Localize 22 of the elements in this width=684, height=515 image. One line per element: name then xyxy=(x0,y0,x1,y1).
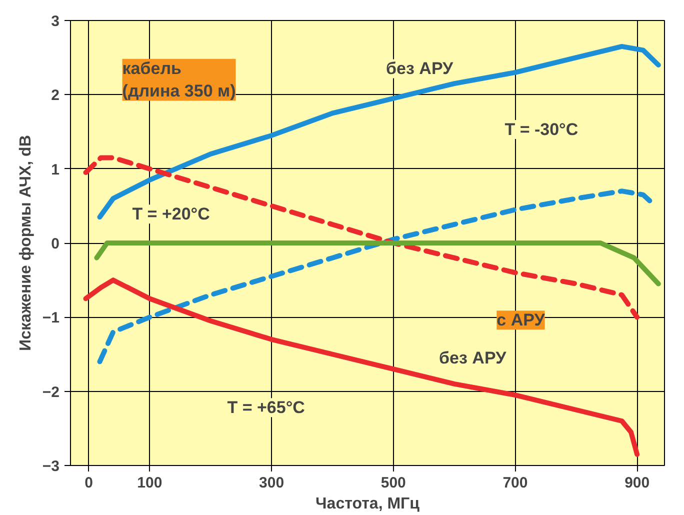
y-tick-label: −1 xyxy=(42,310,60,327)
y-tick-label: −2 xyxy=(42,384,60,401)
y-tick-label: 2 xyxy=(51,87,60,104)
annotation: с АРУ xyxy=(496,310,546,330)
x-axis-title: Частота, МГц xyxy=(316,496,420,512)
x-tick-label: 300 xyxy=(259,474,284,492)
y-tick-label: 0 xyxy=(51,236,60,252)
y-tick-label: 3 xyxy=(51,13,60,30)
y-tick-label: −3 xyxy=(42,458,60,475)
annotation: T = +65°C xyxy=(227,398,305,418)
x-tick-label: 500 xyxy=(380,474,406,492)
annotation: T = -30°C xyxy=(504,120,578,140)
text: кабель (длина 350 м) xyxy=(122,58,236,101)
y-tick-label: 1 xyxy=(51,161,60,178)
y-axis-title: Искажение формы АЧХ, dB xyxy=(17,135,34,351)
x-tick-label: 0 xyxy=(84,474,93,492)
annotation: без АРУ xyxy=(439,348,507,368)
annotation: T = +20°C xyxy=(132,204,210,224)
x-tick-label: 100 xyxy=(137,474,162,492)
x-tick-label: 700 xyxy=(502,474,528,492)
annotation: без АРУ xyxy=(386,59,454,78)
x-tick-label: 900 xyxy=(624,474,650,492)
